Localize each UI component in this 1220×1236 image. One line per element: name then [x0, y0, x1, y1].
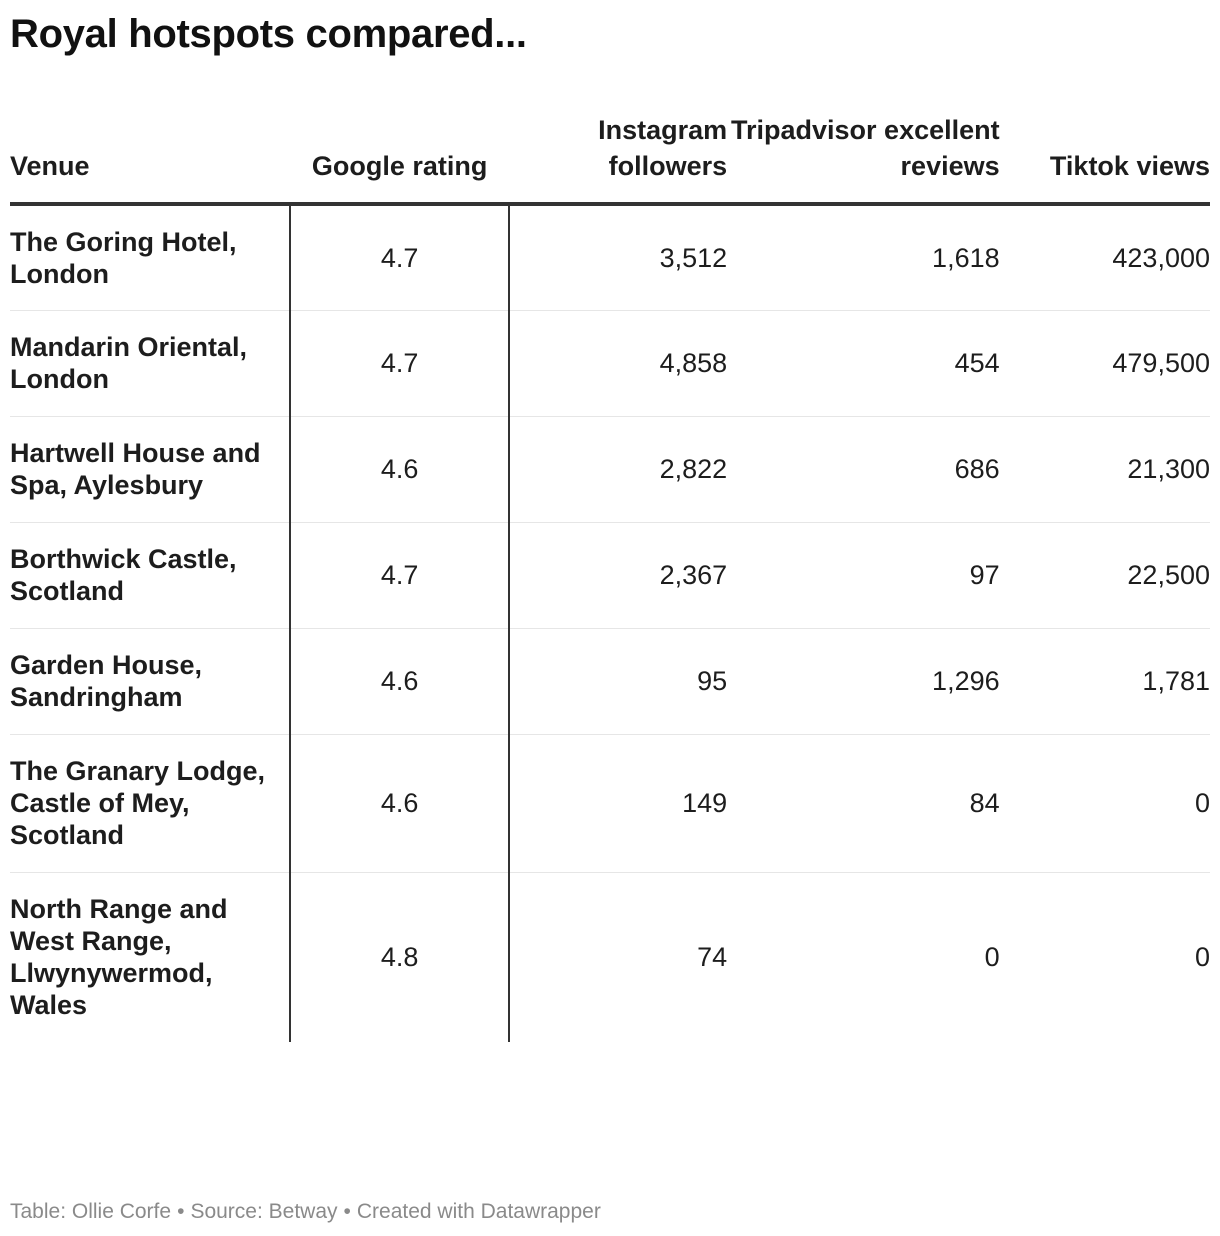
cell-google-rating: 4.7: [289, 522, 510, 629]
cell-instagram-followers: 74: [697, 942, 728, 973]
cell-venue: Mandarin Oriental, London: [10, 310, 291, 417]
cell-google-rating: 4.7: [289, 310, 510, 417]
cell-tripadvisor-reviews: 454: [727, 310, 1000, 417]
table-row: Hartwell House and Spa, Aylesbury 4.6 2,82…: [10, 416, 1210, 523]
cell-tripadvisor-reviews: 686: [727, 416, 1000, 523]
header-tripadvisor-reviews[interactable]: Tripadvisor excellent reviews: [727, 112, 1000, 206]
cell-tripadvisor-reviews: 0: [984, 942, 1000, 973]
cell-instagram-followers: 95: [508, 628, 728, 735]
cell-venue: North Range and West Range, Llwynywermod…: [10, 894, 228, 1021]
cell-google-rating: 4.6: [289, 628, 510, 735]
cell-instagram-followers: 4,858: [508, 310, 728, 417]
header-google-rating[interactable]: Google rating: [290, 112, 509, 206]
table-row: Mandarin Oriental, London 4.7 4,858 454 479,…: [10, 310, 1210, 417]
table-row: Garden House, Sandringham 4.6 95 1,296 1,781: [10, 628, 1210, 735]
cell-google-rating: 4.7: [289, 204, 510, 311]
cell-tripadvisor-reviews: 1,296: [727, 628, 1000, 735]
cell-tiktok-views: 423,000: [999, 204, 1210, 311]
table-body: The Goring Hotel, London 4.7 3,512 1,618 423…: [10, 204, 1210, 1042]
cell-venue: Garden House, Sandringham: [10, 628, 291, 735]
cell-tiktok-views: 0: [1194, 942, 1210, 973]
byline: Table: Ollie Corfe: [10, 1200, 172, 1223]
table-header-row: Venue Google rating Instagram followers …: [10, 112, 1210, 206]
cell-tripadvisor-reviews: 1,618: [727, 204, 1000, 311]
chart-title: Royal hotspots compared...: [10, 12, 527, 56]
cell-tiktok-views: 1,781: [999, 628, 1210, 735]
header-instagram-followers[interactable]: Instagram followers: [508, 112, 728, 206]
table-row: Borthwick Castle, Scotland 4.7 2,367 97 22,5…: [10, 522, 1210, 629]
table-row: North Range and West Range, Llwynywermod…: [10, 872, 1210, 1042]
cell-tiktok-views: 479,500: [999, 310, 1210, 417]
cell-google-rating: 4.6: [289, 734, 510, 873]
table-row: The Granary Lodge, Castle of Mey, Scotla…: [10, 734, 1210, 873]
cell-instagram-followers: 3,512: [508, 204, 728, 311]
cell-tripadvisor-reviews: 97: [727, 522, 1000, 629]
footer-separator: •: [343, 1200, 351, 1223]
cell-google-rating: 4.8: [289, 872, 510, 1042]
cell-tiktok-views: 22,500: [999, 522, 1210, 629]
cell-instagram-followers: 149: [508, 734, 728, 873]
cell-tiktok-views: 21,300: [999, 416, 1210, 523]
header-venue[interactable]: Venue: [10, 112, 291, 206]
header-tiktok-views[interactable]: Tiktok views: [999, 112, 1210, 206]
cell-venue: The Granary Lodge, Castle of Mey, Scotla…: [10, 734, 291, 873]
cell-venue: The Goring Hotel, London: [10, 204, 291, 311]
cell-tripadvisor-reviews: 84: [727, 734, 1000, 873]
footer-notes: Table: Ollie Corfe • Source: Betway • Create…: [10, 1200, 601, 1224]
cell-tiktok-views: 0: [999, 734, 1210, 873]
datawrapper-credit: Created with Datawrapper: [356, 1200, 601, 1223]
footer-separator: •: [177, 1200, 185, 1223]
cell-google-rating: 4.6: [289, 416, 510, 523]
cell-venue: Hartwell House and Spa, Aylesbury: [10, 416, 291, 523]
data-table: Venue Google rating Instagram followers …: [10, 112, 1210, 1042]
table-row: The Goring Hotel, London 4.7 3,512 1,618 423…: [10, 204, 1210, 311]
cell-venue: Borthwick Castle, Scotland: [10, 522, 291, 629]
cell-instagram-followers: 2,822: [508, 416, 728, 523]
cell-instagram-followers: 2,367: [508, 522, 728, 629]
source-note: Source: Betway: [190, 1200, 338, 1223]
